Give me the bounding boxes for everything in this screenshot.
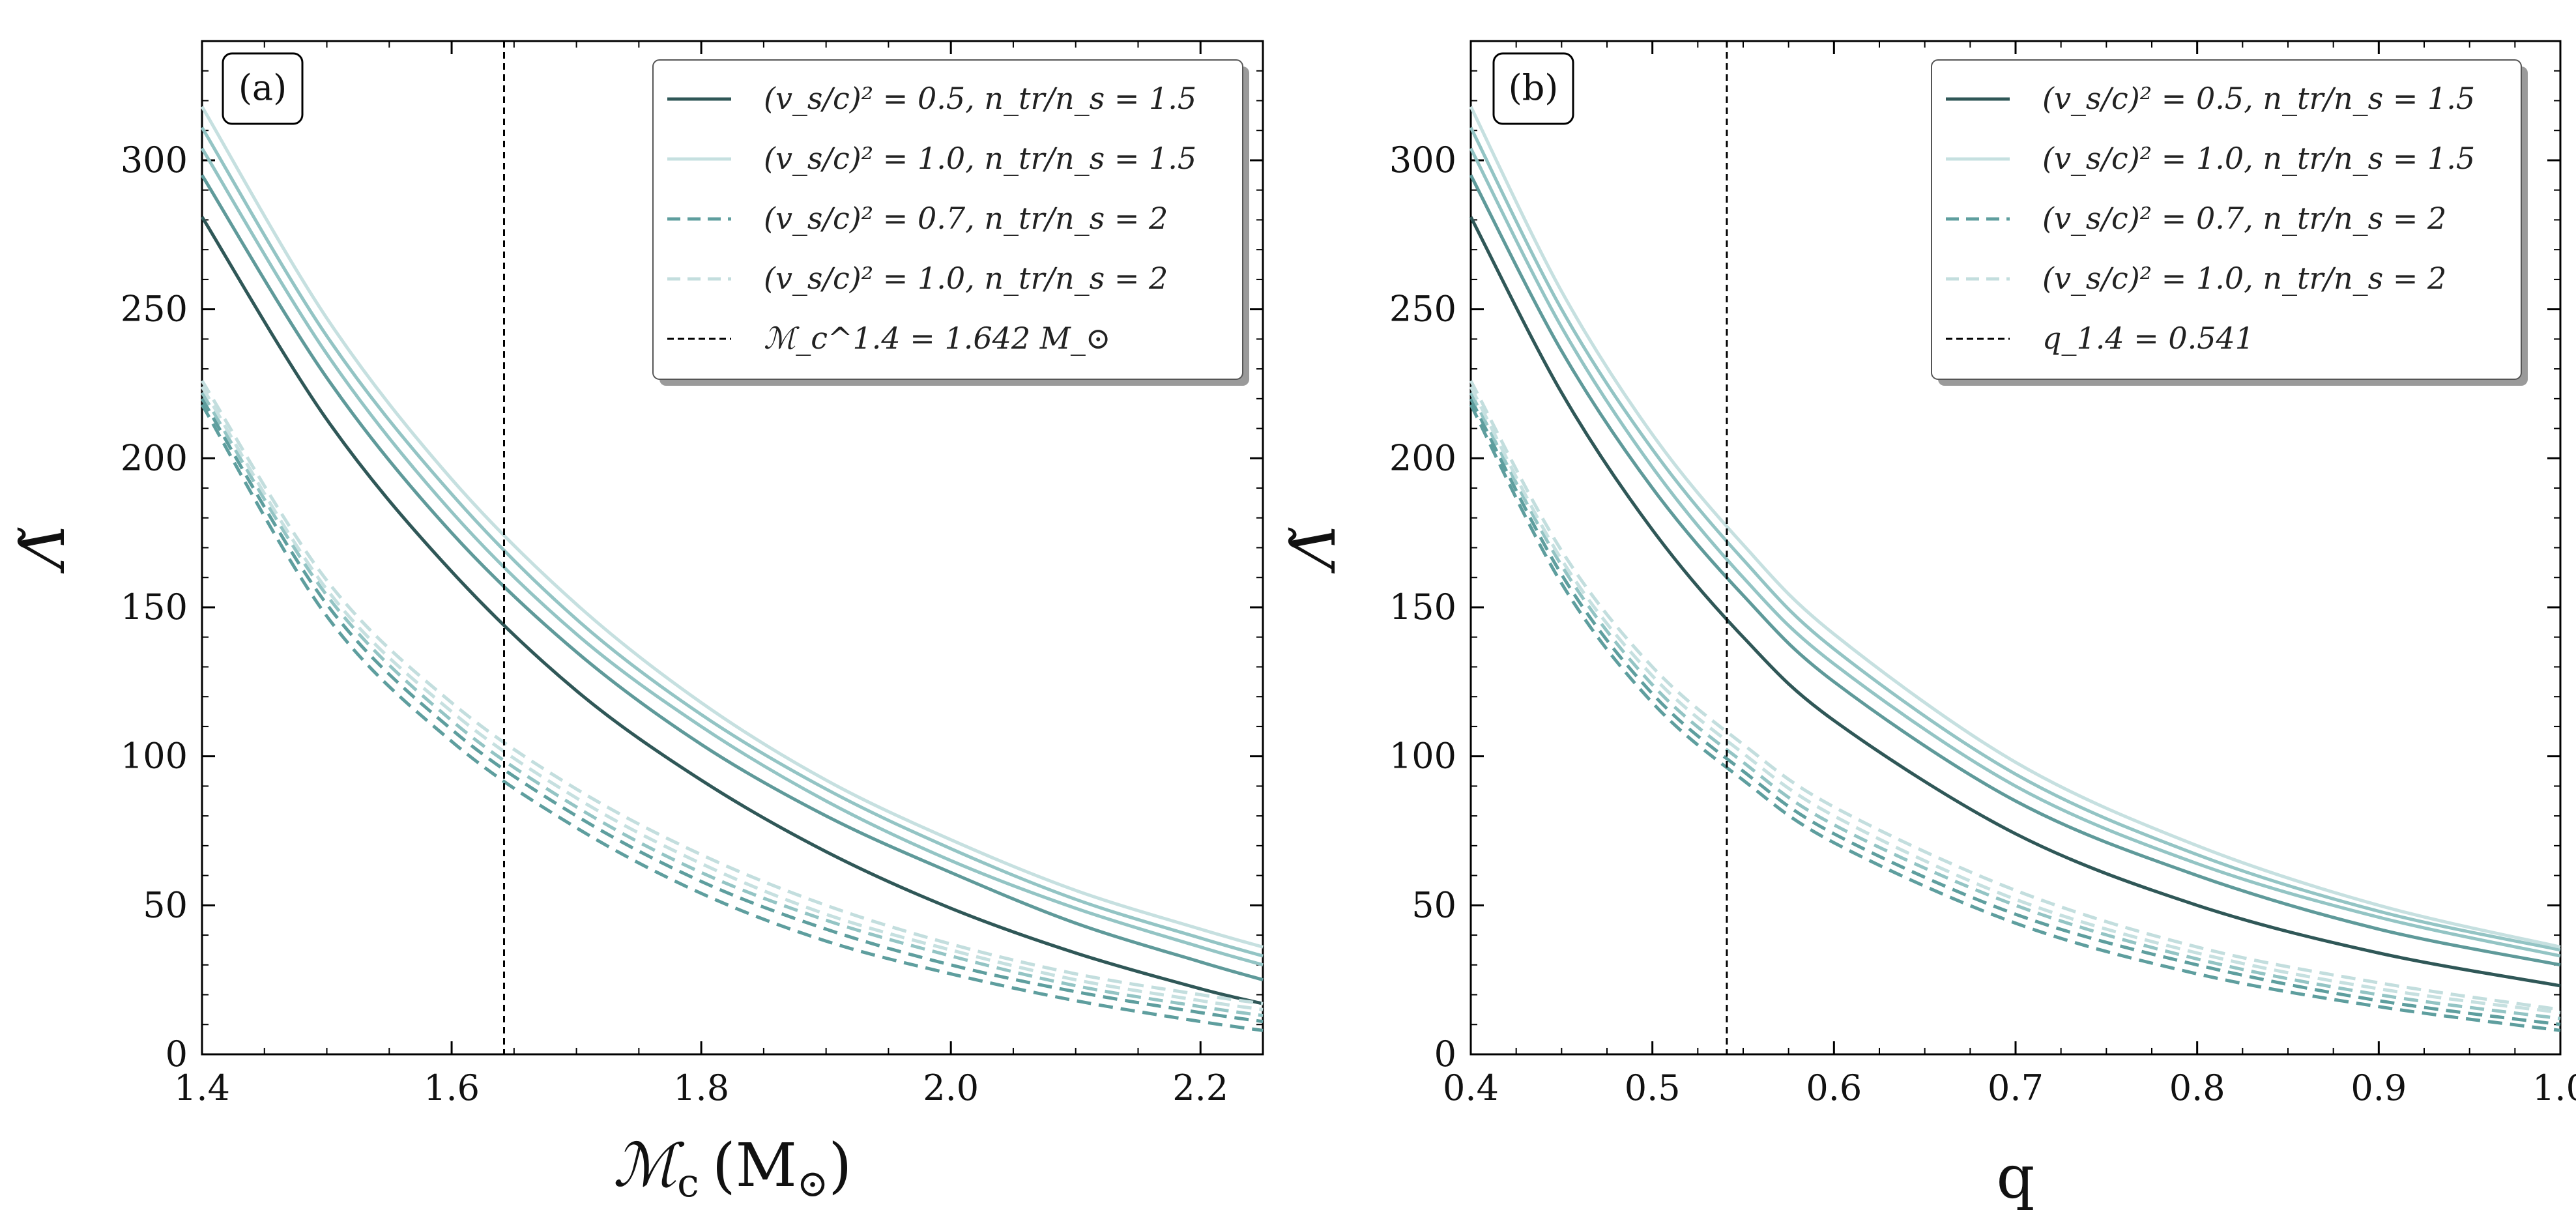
x-axis-label: q — [1997, 1142, 2035, 1212]
y-tick-label: 100 — [1389, 736, 1456, 777]
x-tick-labels: 0.4 0.5 0.6 0.7 0.8 0.9 1.0 — [1443, 1067, 2576, 1108]
y-tick-label: 250 — [121, 289, 188, 330]
series-line — [1469, 380, 2561, 1011]
panel-b: 0.4 0.5 0.6 0.7 0.8 0.9 1.0 0 50 100 150 200 250 300… — [1279, 40, 2576, 1212]
y-axis-label: Λ̃ — [1279, 526, 1349, 574]
x-tick-label: 1.4 — [174, 1067, 230, 1108]
y-tick-labels: 0 50 100 150 200 250 300 — [1389, 139, 1456, 1075]
legend-label: (v_s/c)² = 0.5, n_tr/n_s = 1.5 — [764, 81, 1196, 116]
x-tick-label: 0.5 — [1625, 1067, 1681, 1108]
series-line — [200, 174, 1264, 982]
legend: (v_s/c)² = 0.5, n_tr/n_s = 1.5 (v_s/c)² =… — [652, 59, 1249, 386]
legend-box — [652, 59, 1243, 380]
series-line — [200, 126, 1264, 958]
x-tick-label: 1.6 — [424, 1067, 480, 1108]
panel-tag: (b) — [1509, 67, 1559, 108]
series-line — [1469, 147, 2561, 958]
y-tick-label: 250 — [1389, 289, 1456, 330]
x-tick-label: 0.9 — [2351, 1067, 2407, 1108]
x-tick-label: 0.8 — [2169, 1067, 2225, 1108]
panel-tag: (a) — [239, 67, 287, 108]
y-tick-label: 300 — [121, 139, 188, 180]
y-tick-label: 50 — [143, 884, 188, 925]
series-line — [1469, 216, 2561, 988]
y-tick-label: 100 — [121, 736, 188, 777]
y-axis-label: Λ̃ — [8, 526, 78, 574]
panel-tag-box — [1492, 52, 1574, 125]
x-tick-label: 1.0 — [2532, 1067, 2576, 1108]
series-line — [200, 392, 1264, 1018]
legend-label: (v_s/c)² = 1.0, n_tr/n_s = 2 — [2042, 261, 2446, 296]
x-tick-label: 0.7 — [1988, 1067, 2044, 1108]
series-line — [1469, 403, 2561, 1032]
series-line — [200, 397, 1264, 1024]
y-tick-label: 150 — [121, 586, 188, 628]
legend-label: (v_s/c)² = 1.0, n_tr/n_s = 1.5 — [2042, 141, 2475, 176]
x-axis-unit: (M — [712, 1131, 797, 1200]
panel-a: 1.4 1.6 1.8 2.0 2.2 0 50 100 150 200 250 300 (a) ℳ… — [8, 40, 1264, 1206]
y-tick-label: 0 — [166, 1033, 188, 1075]
series-line — [200, 403, 1264, 1032]
y-tick-label: 50 — [1411, 884, 1456, 925]
series-group — [200, 106, 1264, 1032]
series-line — [1469, 392, 2561, 1020]
series-line — [200, 386, 1264, 1011]
series-line — [200, 106, 1264, 949]
panel-tag-box — [222, 52, 304, 125]
legend: (v_s/c)² = 0.5, n_tr/n_s = 1.5 (v_s/c)² =… — [1931, 59, 2528, 386]
x-tick-labels: 1.4 1.6 1.8 2.0 2.2 — [174, 1067, 1228, 1108]
legend-label: q_1.4 = 0.541 — [2042, 321, 2254, 356]
x-tick-label: 0.4 — [1443, 1067, 1499, 1108]
y-tick-label: 300 — [1389, 139, 1456, 180]
axis-ticks — [201, 40, 1264, 1056]
y-tick-labels: 0 50 100 150 200 250 300 — [121, 139, 188, 1075]
y-tick-label: 200 — [121, 437, 188, 478]
legend-label: ℳ_c^1.4 = 1.642 M_⊙ — [764, 321, 1110, 356]
legend-label: (v_s/c)² = 0.7, n_tr/n_s = 2 — [2042, 201, 2446, 236]
series-line — [1469, 106, 2561, 949]
legend-label: (v_s/c)² = 0.7, n_tr/n_s = 2 — [764, 201, 1168, 236]
legend-items: (v_s/c)² = 0.5, n_tr/n_s = 1.5 (v_s/c)² =… — [667, 81, 1196, 356]
x-axis-unit-subscript: ⊙ — [797, 1161, 829, 1205]
x-tick-label: 2.2 — [1172, 1067, 1228, 1108]
x-axis-symbol: ℳ — [613, 1131, 685, 1200]
x-tick-label: 0.6 — [1806, 1067, 1862, 1108]
x-axis-unit-close: ) — [828, 1131, 852, 1200]
legend-label: (v_s/c)² = 0.5, n_tr/n_s = 1.5 — [2042, 81, 2475, 116]
x-axis-label: ℳc (M⊙) — [613, 1131, 852, 1206]
series-line — [1469, 126, 2561, 952]
series-line — [200, 147, 1264, 967]
y-tick-label: 150 — [1389, 586, 1456, 628]
series-line — [1469, 174, 2561, 967]
legend-box — [1931, 59, 2522, 380]
legend-label: (v_s/c)² = 1.0, n_tr/n_s = 2 — [764, 261, 1168, 296]
series-line — [1469, 386, 2561, 1015]
x-tick-label: 2.0 — [923, 1067, 979, 1108]
series-line — [1469, 397, 2561, 1026]
y-tick-label: 0 — [1434, 1033, 1456, 1075]
y-tick-label: 200 — [1389, 437, 1456, 478]
legend-items: (v_s/c)² = 0.5, n_tr/n_s = 1.5 (v_s/c)² =… — [1946, 81, 2475, 356]
x-axis-subscript: c — [677, 1161, 699, 1206]
axis-ticks — [1469, 40, 2562, 1056]
legend-label: (v_s/c)² = 1.0, n_tr/n_s = 1.5 — [764, 141, 1196, 176]
series-line — [200, 380, 1264, 1005]
x-tick-label: 1.8 — [673, 1067, 729, 1108]
series-line — [200, 216, 1264, 1005]
series-group — [1469, 106, 2561, 1032]
